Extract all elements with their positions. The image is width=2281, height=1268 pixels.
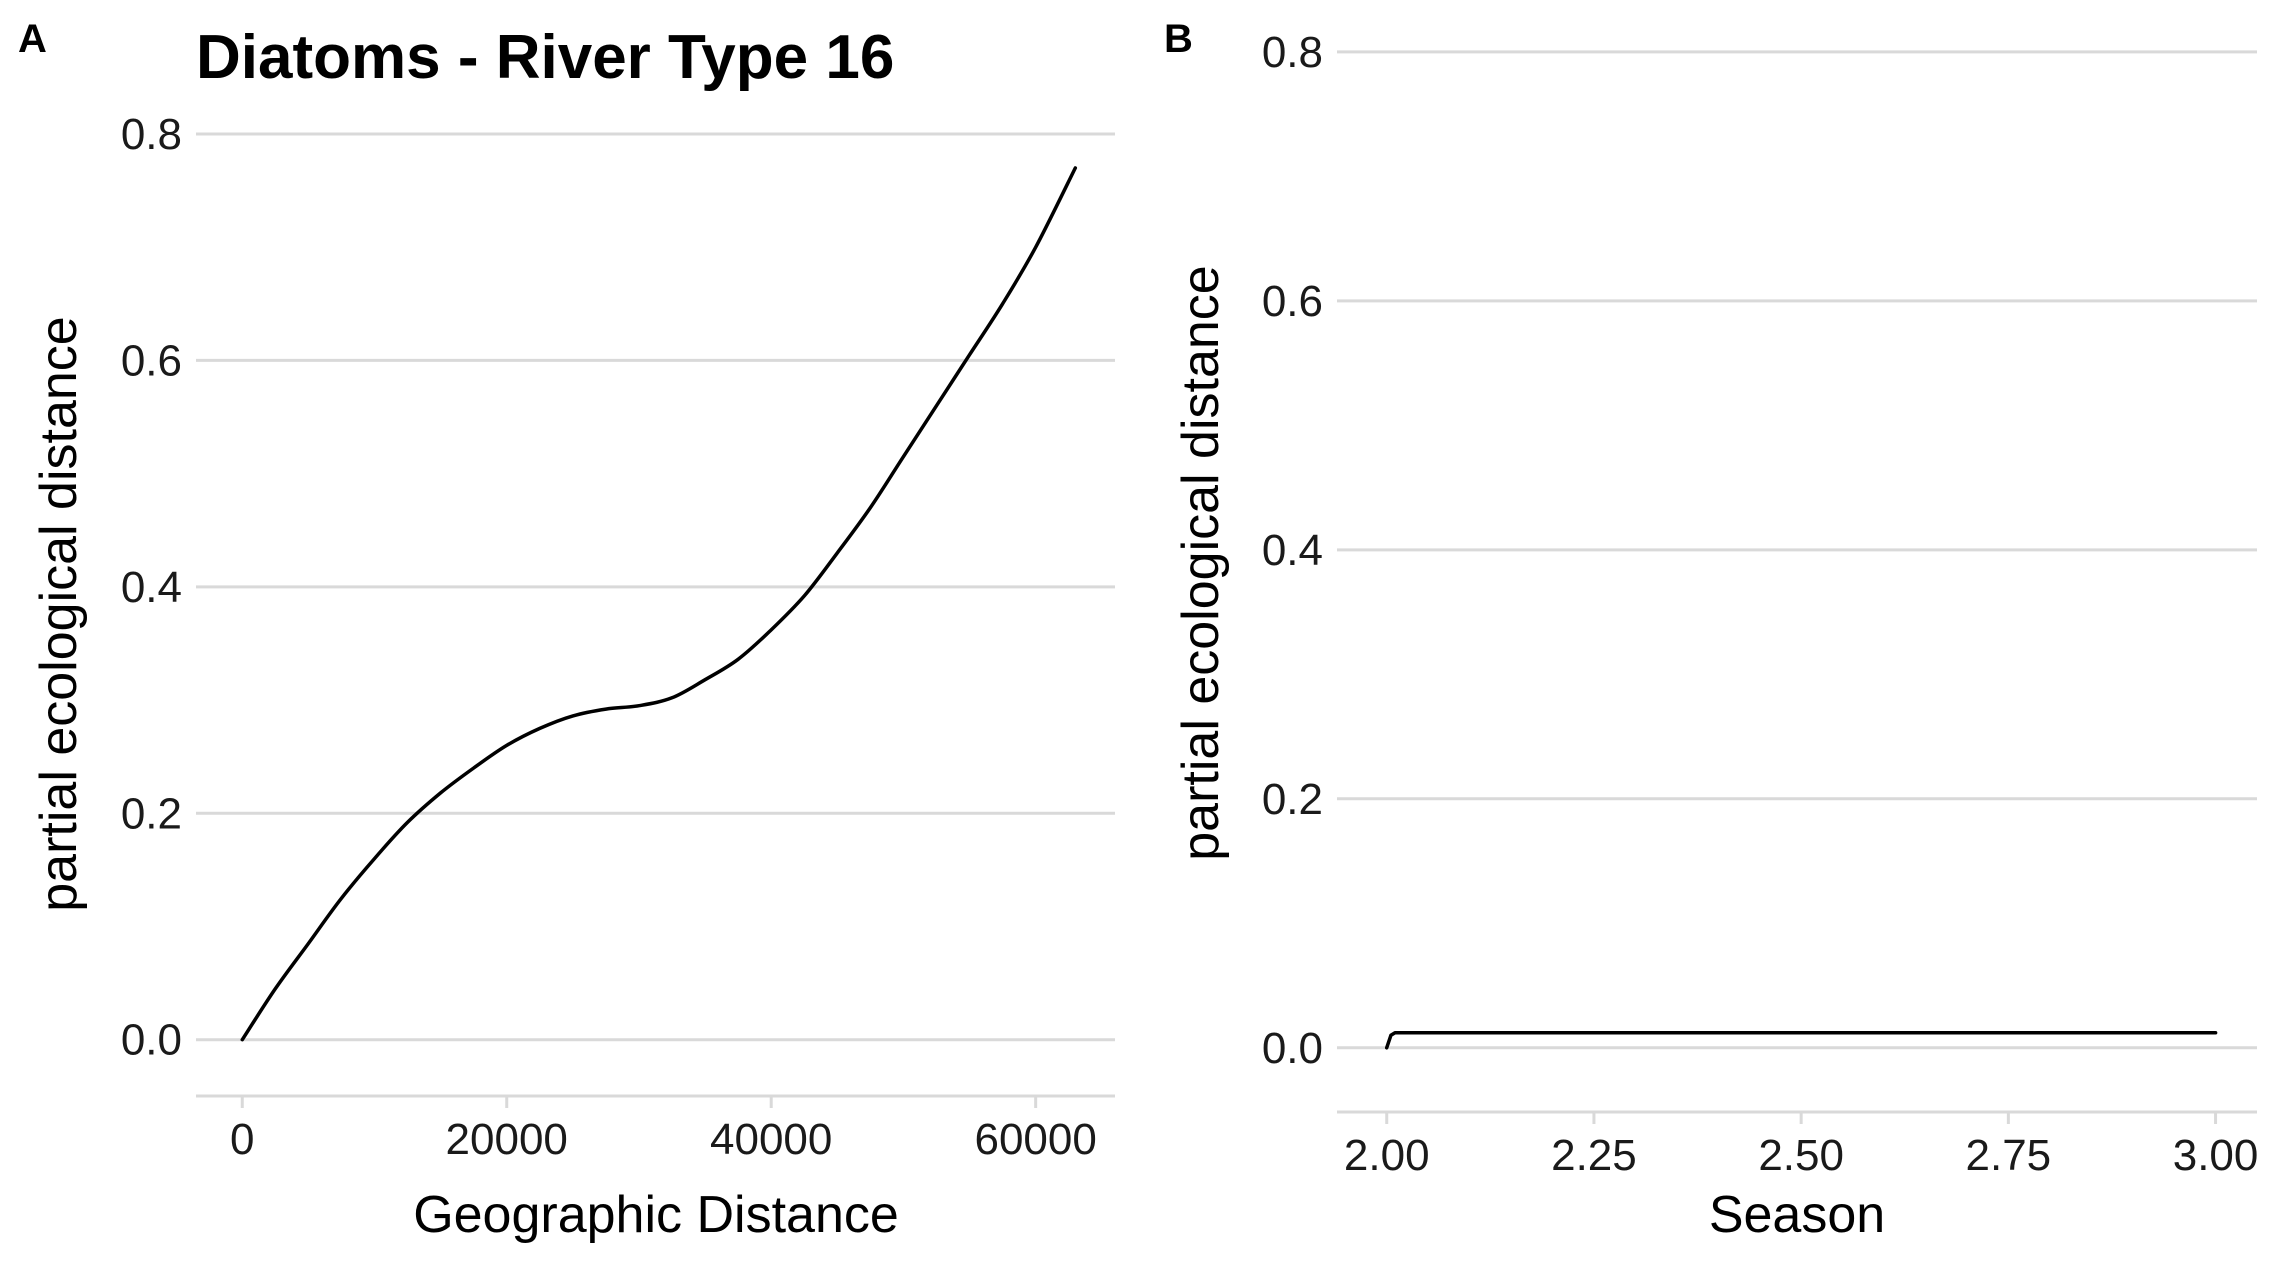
panel-a-y-tick-label: 0.4 [121, 563, 182, 612]
panel-a-axes: 0.0 0.2 0.4 0.6 0.8 0 20000 40000 60000 [121, 110, 1115, 1164]
panel-b-x-tick-label: 3.00 [2173, 1131, 2259, 1180]
panel-b-grid [1337, 50, 2257, 1050]
panel-b-x-tick-label: 2.25 [1551, 1131, 1637, 1180]
panel-b-x-tick-label: 2.50 [1758, 1131, 1844, 1180]
panel-b-y-tick-label: 0.6 [1262, 277, 1323, 326]
panel-b: B 0.0 0.2 0.4 0.6 0.8 2.00 2.25 2.50 2.75 3.00 Se… [1164, 17, 2258, 1244]
panel-b-y-axis-title: partial ecological distance [1172, 265, 1230, 860]
panel-a-x-tick-label: 60000 [974, 1115, 1096, 1164]
panel-a-x-tick-label: 40000 [710, 1115, 832, 1164]
panel-a-series-line [240, 166, 1078, 1042]
panel-a-y-axis-title: partial ecological distance [30, 316, 88, 911]
panel-b-label: B [1164, 17, 1193, 61]
panel-a-y-tick-label: 0.0 [121, 1016, 182, 1065]
panel-a-grid [196, 132, 1115, 1042]
panel-a-series [240, 166, 1078, 1042]
panel-a: A Diatoms - River Type 16 0.00.20.40.60.… [18, 17, 1115, 1244]
panel-a-title: Diatoms - River Type 16 [196, 23, 894, 92]
panel-a-y-tick-label: 0.2 [121, 789, 182, 838]
panel-b-y-tick-label: 0.0 [1262, 1024, 1323, 1073]
panel-a-y-tick-label: 0.6 [121, 336, 182, 385]
panel-a-label: A [18, 17, 47, 61]
panel-a-x-tick-label: 20000 [446, 1115, 568, 1164]
panel-b-series [1384, 1031, 2218, 1050]
panel-b-y-tick-label: 0.4 [1262, 526, 1323, 575]
panel-b-series-line [1384, 1031, 2218, 1050]
panel-a-x-tick-label: 0 [230, 1115, 254, 1164]
panel-a-x-axis-title: Geographic Distance [413, 1186, 899, 1244]
panel-b-x-tick-label: 2.00 [1344, 1131, 1430, 1180]
panel-b-axes: 0.0 0.2 0.4 0.6 0.8 2.00 2.25 2.50 2.75 3.00 [1262, 28, 2259, 1180]
panel-b-x-axis-title: Season [1709, 1186, 1885, 1244]
panel-b-x-tick-label: 2.75 [1966, 1131, 2052, 1180]
panel-b-y-tick-label: 0.8 [1262, 28, 1323, 77]
panel-b-y-tick-label: 0.2 [1262, 775, 1323, 824]
panel-a-y-tick-label: 0.8 [121, 110, 182, 159]
